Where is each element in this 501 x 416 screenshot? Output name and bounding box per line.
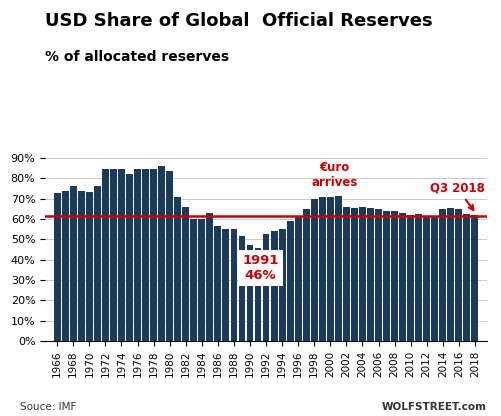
Bar xyxy=(390,211,397,341)
Bar xyxy=(446,208,453,341)
Bar xyxy=(398,213,405,341)
Text: WOLFSTREET.com: WOLFSTREET.com xyxy=(381,402,486,412)
Bar xyxy=(318,197,325,341)
Bar xyxy=(78,191,85,341)
Bar xyxy=(438,209,445,341)
Bar xyxy=(126,174,133,341)
Bar xyxy=(62,191,69,341)
Text: 1991
46%: 1991 46% xyxy=(241,254,278,282)
Bar xyxy=(294,216,301,341)
Bar xyxy=(238,236,245,341)
Bar xyxy=(102,169,109,341)
Bar xyxy=(462,214,469,341)
Bar xyxy=(214,226,221,341)
Bar xyxy=(334,196,341,341)
Bar xyxy=(414,214,421,341)
Bar xyxy=(470,215,477,341)
Bar xyxy=(142,169,149,341)
Bar xyxy=(270,231,277,341)
Bar xyxy=(150,169,157,341)
Bar xyxy=(230,229,237,341)
Bar xyxy=(110,169,117,341)
Bar xyxy=(350,208,357,341)
Bar xyxy=(158,166,165,341)
Bar xyxy=(222,229,229,341)
Bar xyxy=(342,207,349,341)
Bar xyxy=(286,221,293,341)
Bar xyxy=(310,199,317,341)
Bar xyxy=(94,186,101,341)
Bar xyxy=(86,192,93,341)
Bar xyxy=(406,215,413,341)
Bar xyxy=(454,209,461,341)
Bar xyxy=(198,219,205,341)
Bar xyxy=(54,193,61,341)
Bar xyxy=(358,207,365,341)
Bar xyxy=(190,219,197,341)
Text: Q3 2018: Q3 2018 xyxy=(429,182,483,210)
Bar xyxy=(70,186,77,341)
Bar xyxy=(262,234,269,341)
Bar xyxy=(302,209,309,341)
Bar xyxy=(430,216,437,341)
Text: USD Share of Global  Official Reserves: USD Share of Global Official Reserves xyxy=(45,12,432,30)
Text: €uro
arrives: €uro arrives xyxy=(311,161,357,188)
Bar xyxy=(326,197,333,341)
Bar xyxy=(166,171,173,341)
Bar xyxy=(134,169,141,341)
Bar xyxy=(422,217,429,341)
Bar xyxy=(278,229,285,341)
Bar xyxy=(366,208,373,341)
Bar xyxy=(254,248,261,341)
Bar xyxy=(374,209,381,341)
Text: % of allocated reserves: % of allocated reserves xyxy=(45,50,229,64)
Bar xyxy=(118,169,125,341)
Bar xyxy=(206,213,213,341)
Bar xyxy=(382,211,389,341)
Text: Souce: IMF: Souce: IMF xyxy=(20,402,76,412)
Bar xyxy=(246,245,253,341)
Bar xyxy=(182,207,189,341)
Bar xyxy=(174,197,181,341)
